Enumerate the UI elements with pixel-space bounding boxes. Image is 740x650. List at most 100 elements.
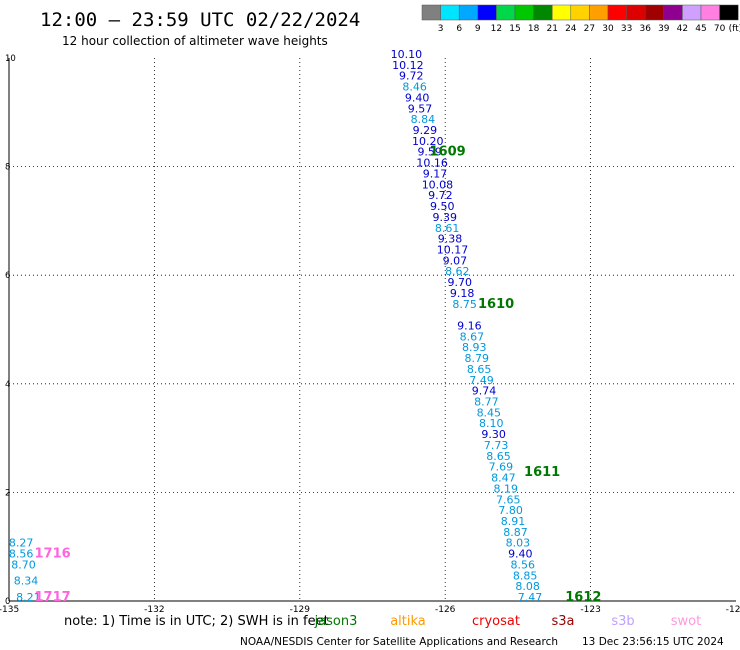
swh-value-label: 8.75 <box>452 298 477 311</box>
swh-value-label: 7.69 <box>489 461 514 474</box>
swh-value-label: 8.03 <box>506 537 531 550</box>
chart-subtitle: 12 hour collection of altimeter wave hei… <box>62 34 328 48</box>
swh-value-label: 7.47 <box>518 591 543 604</box>
color-bin <box>682 4 702 21</box>
swh-value-label: 8.19 <box>494 482 519 495</box>
swh-value-label: 9.17 <box>423 167 448 180</box>
pass-time-label: 1717 <box>35 590 71 605</box>
swh-value-label: 10.10 <box>391 48 423 61</box>
swh-value-label: 9.72 <box>399 70 424 83</box>
footer-note: note: 1) Time is in UTC; 2) SWH is in fe… <box>64 614 329 629</box>
color-bin-label: 21 <box>546 24 557 34</box>
data-points: 10.1010.129.728.469.409.578.849.2910.209… <box>9 48 542 604</box>
x-tick-label: -132 <box>144 605 164 615</box>
color-bin-label: 27 <box>584 24 595 34</box>
swh-value-label: 10.20 <box>412 135 444 148</box>
color-bin-label: 3 <box>438 24 444 34</box>
color-bin <box>440 4 460 21</box>
color-bin-label: 18 <box>528 24 540 34</box>
color-unit-label: (ft) <box>729 24 740 34</box>
swh-value-label: 7.49 <box>469 374 494 387</box>
swh-value-label: 8.79 <box>464 352 489 365</box>
swh-value-label: 9.39 <box>432 211 457 224</box>
color-bin <box>589 4 609 21</box>
color-bin <box>551 4 572 21</box>
y-tick-label: 10 <box>5 54 16 64</box>
swh-value-label: 9.70 <box>447 276 472 289</box>
y-tick-label: 2 <box>5 488 10 498</box>
color-bin <box>477 4 497 21</box>
swh-value-label: 8.84 <box>411 113 436 126</box>
swh-value-label: 8.45 <box>477 406 502 419</box>
swh-value-label: 9.57 <box>408 102 433 115</box>
color-bin <box>570 4 590 21</box>
swh-value-label: 9.40 <box>508 548 533 561</box>
chart-title: 12:00 – 23:59 UTC 02/22/2024 <box>40 9 360 31</box>
satellite-legend-cryosat: cryosat <box>472 614 520 629</box>
swh-value-label: 8.56 <box>510 558 535 571</box>
swh-value-label: 8.10 <box>479 417 504 430</box>
swh-value-label: 9.72 <box>428 189 453 202</box>
swh-value-label: 8.87 <box>503 526 528 539</box>
satellite-legend-swot: swot <box>671 614 701 629</box>
satellite-legend-s3a: s3a <box>551 614 574 629</box>
pass-time-label: 1716 <box>35 547 71 562</box>
swh-value-label: 9.30 <box>481 428 506 441</box>
pass-time-label: 1612 <box>565 590 601 605</box>
swh-value-label: 8.65 <box>486 450 511 463</box>
x-tick-label: -129 <box>290 605 311 615</box>
swh-value-label: 8.27 <box>9 537 34 550</box>
footer-timestamp: 13 Dec 23:56:15 UTC 2024 <box>582 636 724 648</box>
satellite-legend: jason3 altika cryosat s3a s3b swot <box>314 614 702 629</box>
swh-value-label: 9.18 <box>450 287 475 300</box>
swh-value-label: 8.93 <box>462 341 487 354</box>
color-bin-label: 39 <box>658 24 670 34</box>
axis-ticks: -135 -132 -129 -126 -123 -120 0 2 4 6 8 10 <box>0 54 740 615</box>
color-bin <box>700 4 720 21</box>
y-tick-label: 0 <box>5 597 10 607</box>
color-bin-label: 12 <box>491 24 502 34</box>
swh-value-label: 7.73 <box>484 439 509 452</box>
swh-value-label: 9.29 <box>413 124 438 137</box>
swh-value-label: 9.38 <box>438 233 463 246</box>
swh-value-label: 8.62 <box>445 265 470 278</box>
swh-value-label: 8.61 <box>435 222 460 235</box>
swh-value-label: 8.91 <box>501 515 526 528</box>
color-bin-label: 30 <box>602 24 614 34</box>
satellite-legend-jason3: jason3 <box>314 614 358 629</box>
color-bin <box>533 4 553 21</box>
swh-value-label: 10.12 <box>392 59 424 72</box>
color-bin <box>421 4 441 21</box>
color-bin-label: 15 <box>509 24 520 34</box>
color-bin-label: 33 <box>621 24 632 34</box>
swh-value-label: 8.21 <box>16 591 41 604</box>
footer-credit: NOAA/NESDIS Center for Satellite Applica… <box>240 636 558 648</box>
swh-value-label: 9.59 <box>417 146 442 159</box>
swh-value-label: 9.07 <box>443 254 468 267</box>
swh-value-label: 9.16 <box>457 320 482 333</box>
swh-value-label: 10.08 <box>422 178 454 191</box>
swh-value-label: 8.08 <box>515 580 540 593</box>
swh-value-label: 10.17 <box>437 243 469 256</box>
swh-value-label: 10.16 <box>416 157 448 170</box>
pass-time-label: 1611 <box>524 465 560 480</box>
color-bin <box>458 4 479 21</box>
plot-grid <box>8 58 736 602</box>
x-tick-label: -135 <box>0 605 19 615</box>
satellite-legend-s3b: s3b <box>611 614 634 629</box>
x-tick-label: -123 <box>580 605 600 615</box>
color-bin <box>644 4 665 21</box>
swh-value-label: 7.65 <box>496 493 521 506</box>
swh-value-label: 7.80 <box>498 504 523 517</box>
swh-value-label: 8.70 <box>11 558 36 571</box>
pass-time-label: 1609 <box>430 145 466 160</box>
x-tick-label: -126 <box>435 605 456 615</box>
color-bin <box>719 4 739 21</box>
color-bin-label: 9 <box>475 24 481 34</box>
swh-value-label: 8.56 <box>9 548 34 561</box>
swh-value-label: 8.77 <box>474 396 499 409</box>
color-bin <box>496 4 516 21</box>
color-bin <box>626 4 646 21</box>
color-bin <box>607 4 627 21</box>
